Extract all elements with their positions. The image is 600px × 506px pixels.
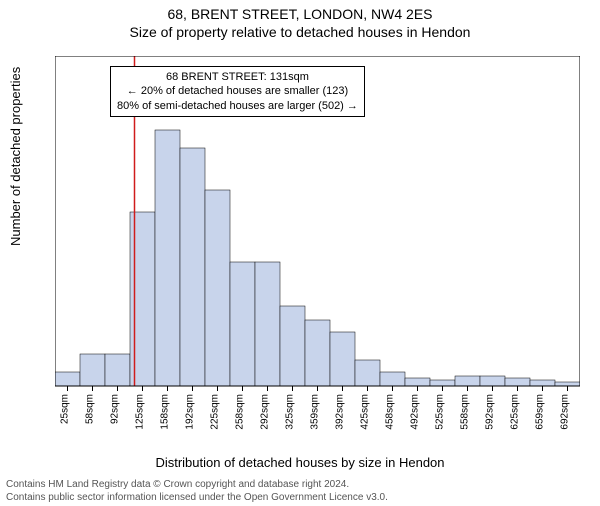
x-tick-label: 92sqm — [110, 394, 121, 424]
x-tick-label: 458sqm — [385, 394, 396, 430]
chart-title-main: 68, BRENT STREET, LONDON, NW4 2ES — [0, 6, 600, 22]
annotation-line-2: ← 20% of detached houses are smaller (12… — [117, 84, 358, 98]
x-tick-label: 659sqm — [535, 394, 546, 430]
annotation-line-3: 80% of semi-detached houses are larger (… — [117, 99, 358, 113]
chart-title-sub: Size of property relative to detached ho… — [0, 24, 600, 40]
x-tick-label: 558sqm — [460, 394, 471, 430]
histogram-bar — [380, 372, 405, 386]
annotation-box: 68 BRENT STREET: 131sqm ← 20% of detache… — [110, 66, 365, 117]
x-tick-label: 592sqm — [485, 394, 496, 430]
histogram-bar — [455, 376, 480, 386]
x-tick-label: 258sqm — [235, 394, 246, 430]
x-tick-label: 392sqm — [335, 394, 346, 430]
x-tick-label: 492sqm — [410, 394, 421, 430]
histogram-bar — [230, 262, 255, 386]
histogram-bar — [305, 320, 330, 386]
x-axis-title: Distribution of detached houses by size … — [0, 455, 600, 470]
x-tick-label: 292sqm — [260, 394, 271, 430]
histogram-bar — [430, 380, 455, 386]
x-tick-label: 25sqm — [60, 394, 71, 424]
histogram-bar — [105, 354, 130, 386]
histogram-bar — [280, 306, 305, 386]
x-tick-label: 425sqm — [360, 394, 371, 430]
histogram-bar — [180, 148, 205, 386]
x-tick-label: 125sqm — [135, 394, 146, 430]
histogram-bar — [255, 262, 280, 386]
x-tick-label: 325sqm — [285, 394, 296, 430]
histogram-bar — [505, 378, 530, 386]
x-tick-label: 692sqm — [560, 394, 571, 430]
footer-attribution: Contains HM Land Registry data © Crown c… — [6, 479, 594, 504]
x-tick-label: 225sqm — [210, 394, 221, 430]
y-axis-label: Number of detached properties — [8, 67, 23, 246]
histogram-bar — [555, 382, 580, 386]
x-tick-label: 359sqm — [310, 394, 321, 430]
histogram-bar — [480, 376, 505, 386]
annotation-line-1: 68 BRENT STREET: 131sqm — [117, 70, 358, 84]
histogram-bar — [530, 380, 555, 386]
x-tick-label: 525sqm — [435, 394, 446, 430]
footer-line-2: Contains public sector information licen… — [6, 492, 594, 505]
x-tick-label: 158sqm — [160, 394, 171, 430]
histogram-bar — [55, 372, 80, 386]
histogram-bar — [205, 190, 230, 386]
x-tick-label: 192sqm — [185, 394, 196, 430]
histogram-bar — [155, 130, 180, 386]
histogram-bar — [330, 332, 355, 386]
x-tick-label: 58sqm — [85, 394, 96, 424]
histogram-bar — [355, 360, 380, 386]
footer-line-1: Contains HM Land Registry data © Crown c… — [6, 479, 594, 492]
histogram-bar — [405, 378, 430, 386]
histogram-bar — [80, 354, 105, 386]
x-tick-label: 625sqm — [510, 394, 521, 430]
